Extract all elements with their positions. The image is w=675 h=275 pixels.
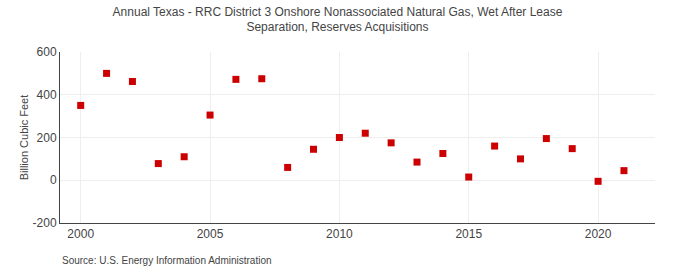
svg-text:2015: 2015 [455,227,482,241]
svg-text:600: 600 [37,45,57,59]
svg-text:Annual Texas - RRC District 3: Annual Texas - RRC District 3 Onshore No… [113,5,563,35]
svg-text:-200: -200 [33,216,57,230]
svg-text:2005: 2005 [197,227,224,241]
svg-text:Billion Cubic Feet: Billion Cubic Feet [18,95,30,181]
svg-text:200: 200 [37,131,57,145]
svg-text:0: 0 [50,173,57,187]
svg-text:2010: 2010 [326,227,353,241]
svg-text:2020: 2020 [585,227,612,241]
svg-text:Source: U.S. Energy Informatio: Source: U.S. Energy Information Administ… [62,255,272,266]
svg-text:400: 400 [37,88,57,102]
svg-text:2000: 2000 [67,227,94,241]
